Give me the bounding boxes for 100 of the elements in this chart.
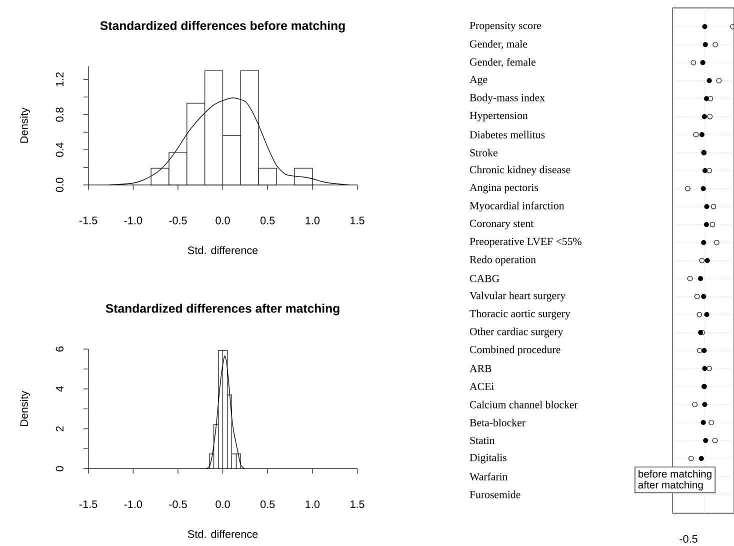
y-tick-label: 4: [56, 386, 64, 392]
y-tick-label: Diabetes mellitus: [470, 130, 545, 138]
point: [701, 240, 706, 246]
y-tick-label: Age: [470, 76, 488, 86]
chart-title: Standardized differences before matching: [100, 21, 345, 33]
point: [716, 78, 722, 84]
point: [702, 348, 707, 354]
point: [710, 204, 716, 210]
y-tick-label: 2: [56, 426, 64, 432]
x-tick-label: 0.5: [260, 500, 275, 508]
point: [698, 456, 704, 462]
point: [704, 258, 710, 264]
y-tick-label: Redo operation: [470, 256, 536, 266]
point: [698, 276, 704, 282]
y-tick-label: Other cardiac surgery: [470, 328, 564, 338]
x-tick-label: 1.0: [306, 500, 320, 508]
y-tick-label: Stroke: [470, 148, 498, 156]
point: [708, 420, 714, 426]
series-label: after matching: [638, 480, 703, 491]
point: [702, 42, 708, 48]
x-tick-label: 0.0: [216, 500, 230, 508]
y-tick-label: Propensity score: [470, 22, 542, 32]
point: [697, 348, 702, 354]
x-tick-label: -0.5: [169, 500, 187, 508]
text: -0.5: [680, 535, 698, 543]
point: [712, 438, 718, 444]
x-tick-label: 1.0: [306, 216, 320, 224]
y-tick-label: Combined procedure: [470, 346, 560, 356]
x-tick-label: 0.0: [216, 216, 230, 224]
y-tick-label: Thoracic aortic surgery: [470, 310, 570, 320]
point: [701, 294, 706, 300]
y-tick-label: 0.8: [56, 108, 64, 122]
y-tick-label: Myocardial infarction: [470, 202, 564, 212]
y-tick-label: ARB: [470, 365, 492, 372]
x-tick-label: -1.5: [79, 216, 98, 224]
point: [704, 204, 710, 210]
y-tick-label: ACEi: [470, 382, 494, 390]
point: [706, 366, 712, 372]
y-tick-label: Digitalis: [470, 454, 506, 464]
point: [694, 294, 700, 300]
y-tick-label: Valvular heart surgery: [470, 292, 566, 302]
point: [699, 132, 704, 138]
y-tick-label: 0.0: [56, 178, 64, 192]
point: [712, 42, 718, 48]
y-tick-label: 1.2: [56, 72, 64, 86]
point: [685, 186, 690, 192]
y-tick-label: Beta-blocker: [470, 418, 526, 426]
chart-title: Standardized differences after matching: [106, 304, 340, 316]
point: [702, 114, 708, 120]
point: [702, 24, 708, 30]
x-tick-label: -1.5: [79, 500, 98, 508]
point: [714, 240, 720, 246]
y-tick-label: Calcium channel blocker: [470, 400, 578, 408]
point: [702, 402, 708, 408]
y-tick-label: Gender, female: [470, 58, 536, 68]
point: [696, 312, 702, 318]
point: [687, 276, 693, 282]
x-tick-label: 0.5: [260, 216, 275, 224]
point: [700, 186, 706, 192]
point: [699, 258, 705, 264]
y-axis-title: Density: [20, 390, 30, 426]
point: [702, 366, 708, 372]
point: [706, 78, 712, 84]
y-axis-title: Density: [20, 108, 30, 143]
y-tick-label: Preoperative LVEF <55%: [470, 238, 582, 248]
point: [710, 222, 716, 228]
point: [703, 438, 708, 444]
y-tick-label: Furosemide: [470, 490, 520, 498]
point: [692, 402, 698, 408]
point: [708, 96, 714, 102]
y-tick-label: Body-mass index: [470, 94, 545, 104]
x-axis-title: Std. difference: [188, 530, 258, 538]
point: [702, 168, 708, 174]
y-tick-label: Angina pectoris: [470, 184, 538, 194]
x-tick-label: 1.5: [350, 500, 364, 508]
point: [690, 60, 696, 66]
point: [704, 312, 710, 318]
y-tick-label: 6: [56, 346, 64, 352]
series-label: before matching: [638, 470, 712, 480]
point: [706, 168, 712, 174]
x-axis-title: Std. difference: [188, 246, 258, 254]
y-tick-label: CABG: [470, 275, 500, 282]
x-tick-label: -1.0: [124, 500, 142, 508]
point: [707, 114, 713, 120]
point: [700, 420, 706, 426]
x-tick-label: 1.5: [350, 216, 364, 224]
x-tick-label: -0.5: [169, 216, 187, 224]
y-tick-label: Warfarin: [470, 472, 508, 480]
y-tick-label: 0: [56, 466, 64, 472]
point: [693, 132, 699, 138]
point: [688, 456, 694, 462]
y-tick-label: Hypertension: [470, 112, 528, 122]
y-tick-label: Coronary stent: [470, 220, 534, 230]
y-tick-label: Statin: [470, 436, 495, 444]
point: [704, 222, 710, 228]
point: [704, 96, 710, 102]
point: [700, 60, 706, 66]
x-tick-label: -1.0: [124, 216, 142, 224]
y-tick-label: Gender, male: [470, 40, 528, 50]
y-tick-label: Chronic kidney disease: [470, 166, 570, 176]
